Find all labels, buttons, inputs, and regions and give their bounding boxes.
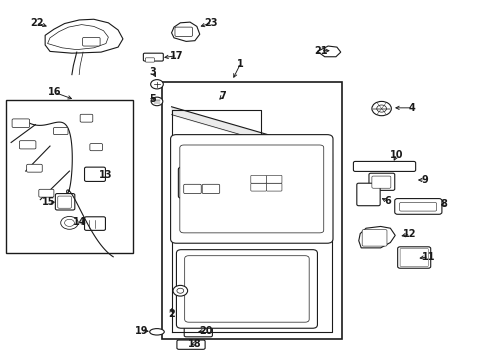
FancyBboxPatch shape [58, 196, 71, 208]
FancyBboxPatch shape [20, 141, 36, 149]
Text: 17: 17 [169, 51, 183, 61]
FancyBboxPatch shape [356, 183, 379, 206]
Text: 14: 14 [73, 217, 87, 227]
Text: 9: 9 [420, 175, 427, 185]
Circle shape [173, 285, 187, 296]
Circle shape [177, 288, 183, 293]
FancyBboxPatch shape [84, 217, 105, 230]
FancyBboxPatch shape [371, 176, 390, 188]
FancyBboxPatch shape [266, 175, 282, 183]
Text: 8: 8 [440, 199, 447, 209]
Text: 13: 13 [99, 170, 112, 180]
FancyBboxPatch shape [250, 175, 266, 183]
Text: 7: 7 [219, 91, 225, 101]
FancyBboxPatch shape [246, 169, 287, 194]
FancyBboxPatch shape [394, 199, 441, 214]
FancyBboxPatch shape [80, 114, 93, 122]
Polygon shape [317, 46, 340, 57]
FancyBboxPatch shape [145, 58, 154, 62]
FancyBboxPatch shape [397, 247, 430, 268]
FancyBboxPatch shape [266, 183, 282, 191]
FancyBboxPatch shape [175, 27, 192, 36]
FancyBboxPatch shape [183, 184, 201, 194]
FancyBboxPatch shape [27, 164, 42, 172]
FancyBboxPatch shape [399, 249, 427, 266]
FancyBboxPatch shape [178, 167, 227, 198]
FancyBboxPatch shape [82, 37, 100, 46]
Text: 3: 3 [149, 67, 156, 77]
Polygon shape [45, 19, 122, 53]
Text: 12: 12 [402, 229, 416, 239]
FancyBboxPatch shape [12, 119, 30, 127]
Bar [6, 100, 132, 253]
Text: 19: 19 [134, 326, 148, 336]
Circle shape [64, 219, 74, 226]
Polygon shape [47, 24, 108, 50]
Circle shape [61, 216, 78, 229]
Text: 16: 16 [48, 87, 61, 98]
FancyBboxPatch shape [55, 194, 75, 210]
FancyBboxPatch shape [250, 183, 266, 191]
FancyBboxPatch shape [90, 144, 102, 151]
Text: 2: 2 [168, 309, 175, 319]
FancyBboxPatch shape [184, 327, 212, 337]
FancyBboxPatch shape [399, 203, 436, 211]
Ellipse shape [149, 329, 164, 335]
FancyBboxPatch shape [176, 249, 317, 328]
Text: 5: 5 [149, 94, 156, 104]
Circle shape [376, 105, 386, 112]
Text: 21: 21 [314, 46, 327, 56]
Circle shape [371, 102, 390, 116]
Text: 1: 1 [237, 59, 244, 68]
Text: 11: 11 [421, 252, 434, 262]
FancyBboxPatch shape [362, 230, 386, 246]
FancyBboxPatch shape [202, 184, 219, 194]
Text: 23: 23 [204, 18, 218, 28]
Bar [162, 82, 341, 339]
Text: 6: 6 [384, 197, 390, 206]
Polygon shape [171, 22, 200, 41]
Text: 15: 15 [42, 197, 56, 207]
FancyBboxPatch shape [53, 127, 68, 135]
FancyBboxPatch shape [368, 173, 394, 190]
FancyBboxPatch shape [39, 189, 54, 197]
Text: 4: 4 [408, 103, 415, 113]
Text: 18: 18 [188, 339, 202, 348]
FancyBboxPatch shape [170, 135, 332, 243]
Text: 22: 22 [30, 18, 43, 28]
Circle shape [150, 80, 163, 89]
FancyBboxPatch shape [184, 256, 308, 322]
FancyBboxPatch shape [143, 53, 163, 61]
Text: 20: 20 [199, 326, 212, 336]
FancyBboxPatch shape [177, 340, 204, 349]
FancyBboxPatch shape [180, 145, 323, 233]
Circle shape [151, 97, 163, 106]
FancyBboxPatch shape [84, 167, 105, 181]
Text: 10: 10 [389, 150, 403, 160]
Polygon shape [358, 226, 394, 248]
FancyBboxPatch shape [353, 161, 415, 171]
